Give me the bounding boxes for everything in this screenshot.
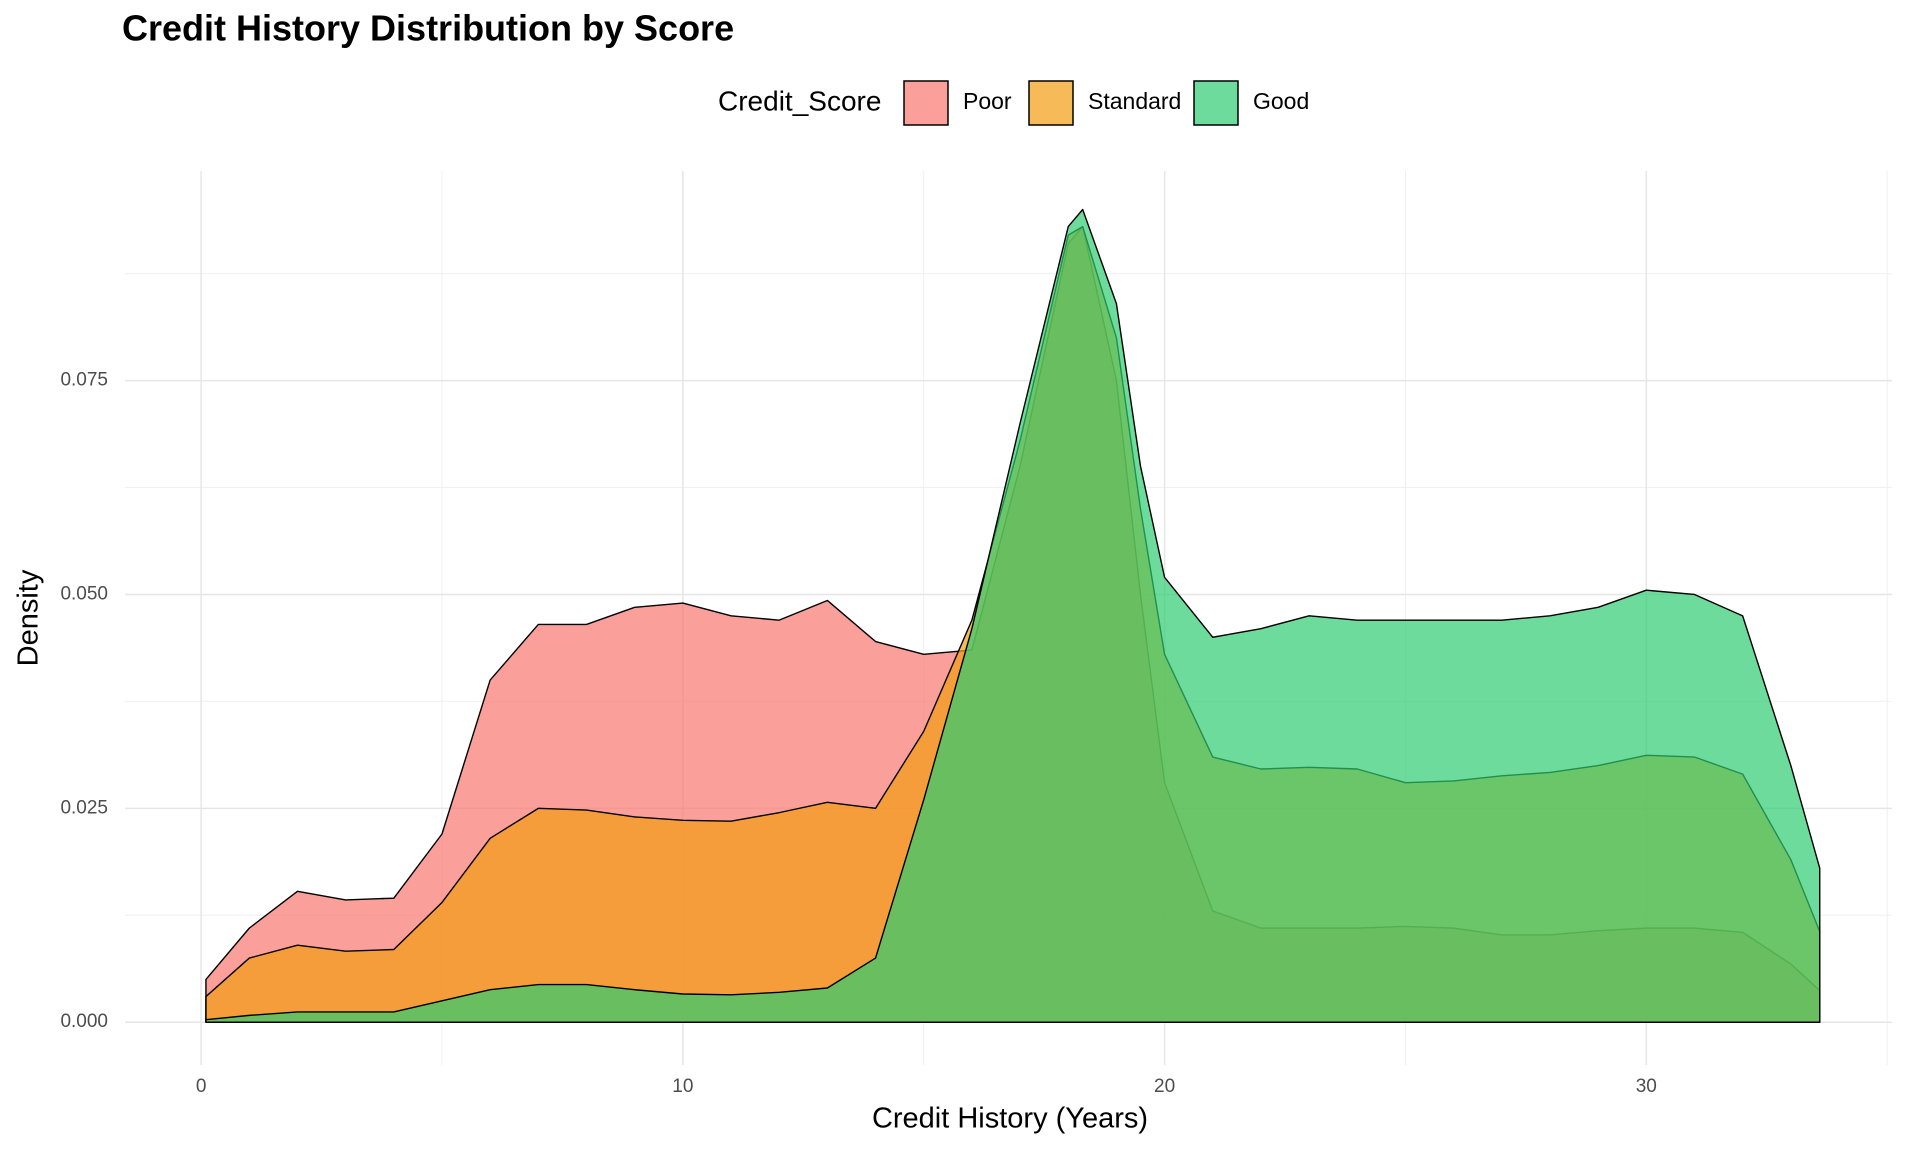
legend-label: Standard [1088, 88, 1181, 114]
x-tick-label: 10 [672, 1076, 693, 1097]
density-area [205, 208, 1821, 1023]
y-tick-label: 0.050 [60, 583, 108, 604]
legend-key [1193, 80, 1239, 126]
x-axis-label: Credit History (Years) [872, 1103, 1148, 1135]
chart-title: Credit History Distribution by Score [122, 8, 734, 49]
legend-label: Good [1253, 88, 1309, 114]
legend-key [1028, 80, 1074, 126]
legend-label: Poor [963, 88, 1012, 114]
x-tick-label: 20 [1154, 1076, 1175, 1097]
y-tick-label: 0.025 [60, 797, 108, 818]
y-tick-label: 0.000 [60, 1011, 108, 1032]
legend-key [903, 80, 949, 126]
y-tick-label: 0.075 [60, 370, 108, 391]
y-axis-label: Density [13, 569, 45, 666]
x-tick-label: 30 [1636, 1076, 1657, 1097]
legend-title: Credit_Score [718, 85, 881, 116]
x-tick-label: 0 [196, 1076, 207, 1097]
